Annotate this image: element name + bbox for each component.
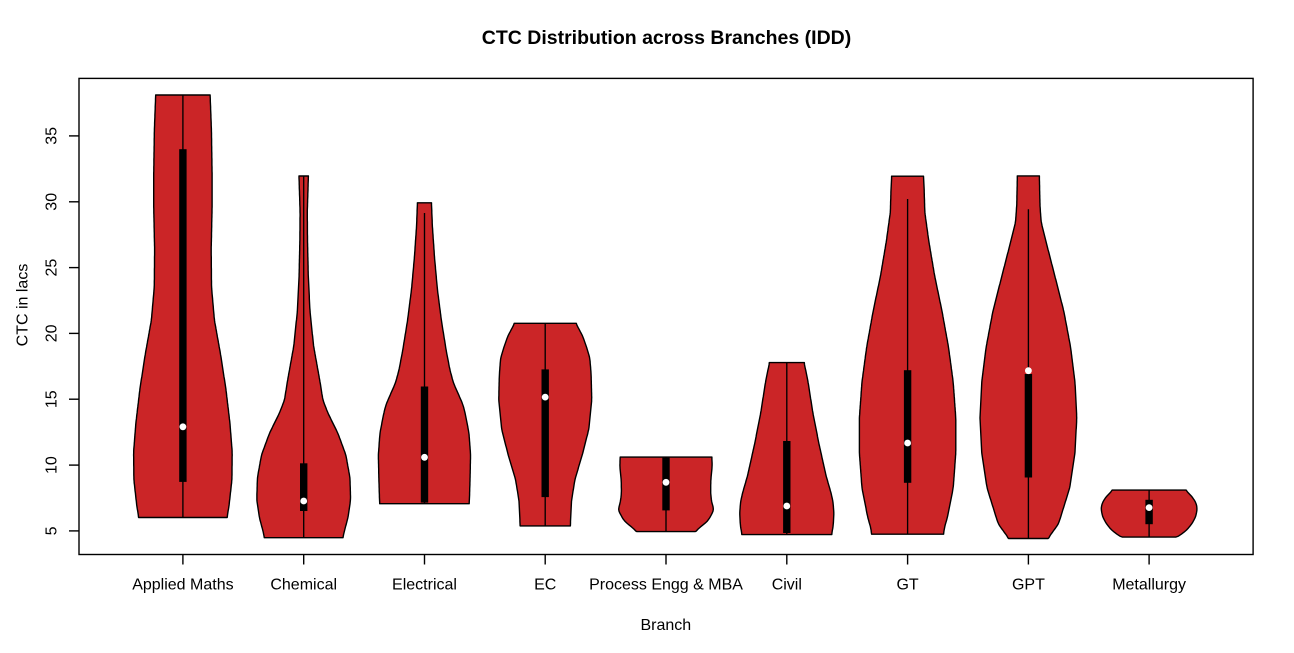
svg-text:Applied Maths: Applied Maths [132,577,233,594]
svg-text:15: 15 [44,390,61,408]
svg-text:35: 35 [44,127,61,145]
svg-text:20: 20 [44,324,61,342]
svg-text:Chemical: Chemical [270,577,337,594]
svg-text:CTC in lacs: CTC in lacs [14,264,31,347]
svg-text:Branch: Branch [640,617,691,634]
svg-text:GPT: GPT [1012,577,1045,594]
svg-text:Metallurgy: Metallurgy [1112,577,1186,594]
svg-text:EC: EC [534,577,556,594]
svg-text:Civil: Civil [772,577,802,594]
svg-text:10: 10 [44,456,61,474]
svg-text:Electrical: Electrical [392,577,457,594]
svg-text:5: 5 [44,526,61,535]
svg-text:CTC Distribution across Branch: CTC Distribution across Branches (IDD) [482,27,851,49]
svg-text:GT: GT [896,577,918,594]
svg-text:25: 25 [44,259,61,277]
svg-text:30: 30 [44,193,61,211]
svg-text:Process Engg & MBA: Process Engg & MBA [589,577,743,594]
